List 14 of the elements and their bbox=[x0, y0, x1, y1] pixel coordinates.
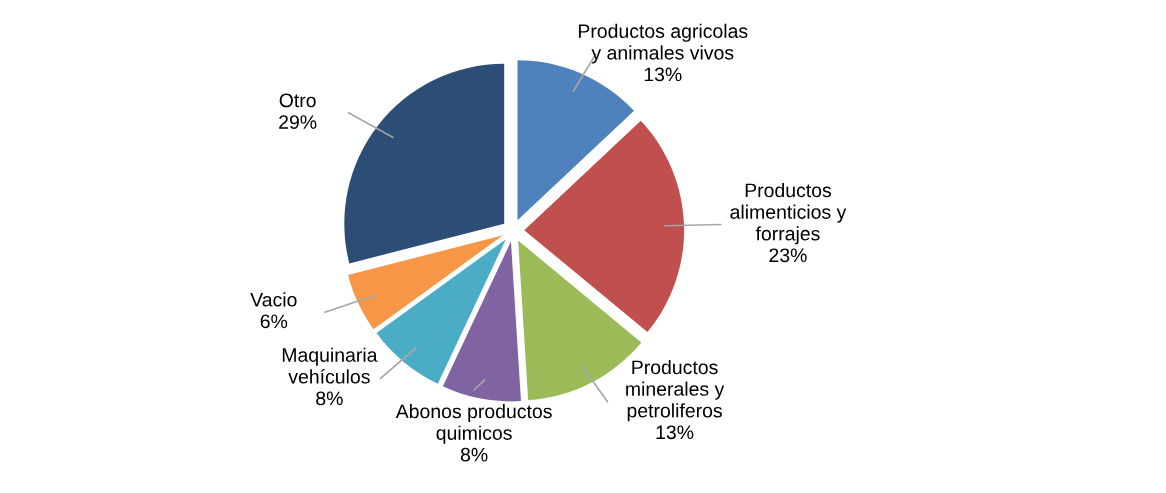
data-label: 13% bbox=[656, 425, 694, 440]
slice-label: Otro bbox=[279, 93, 316, 108]
data-label: 8% bbox=[460, 447, 488, 462]
data-label: 6% bbox=[260, 314, 288, 329]
slice-label: Productos minerales y petroliferos bbox=[626, 359, 725, 422]
slice-label: Vacio bbox=[250, 292, 297, 307]
data-label: 13% bbox=[644, 67, 682, 82]
data-label: 29% bbox=[279, 115, 317, 129]
slice-label: Maquinaria vehículos bbox=[282, 347, 378, 384]
slice-label: Productos alimenticios y forrajes bbox=[730, 182, 847, 245]
slice-label: Productos agricolas y animales vivos bbox=[578, 23, 748, 64]
slice-label: Abonos productos quimicos bbox=[395, 403, 552, 444]
data-label: 23% bbox=[769, 248, 807, 263]
data-label: 8% bbox=[316, 391, 343, 406]
